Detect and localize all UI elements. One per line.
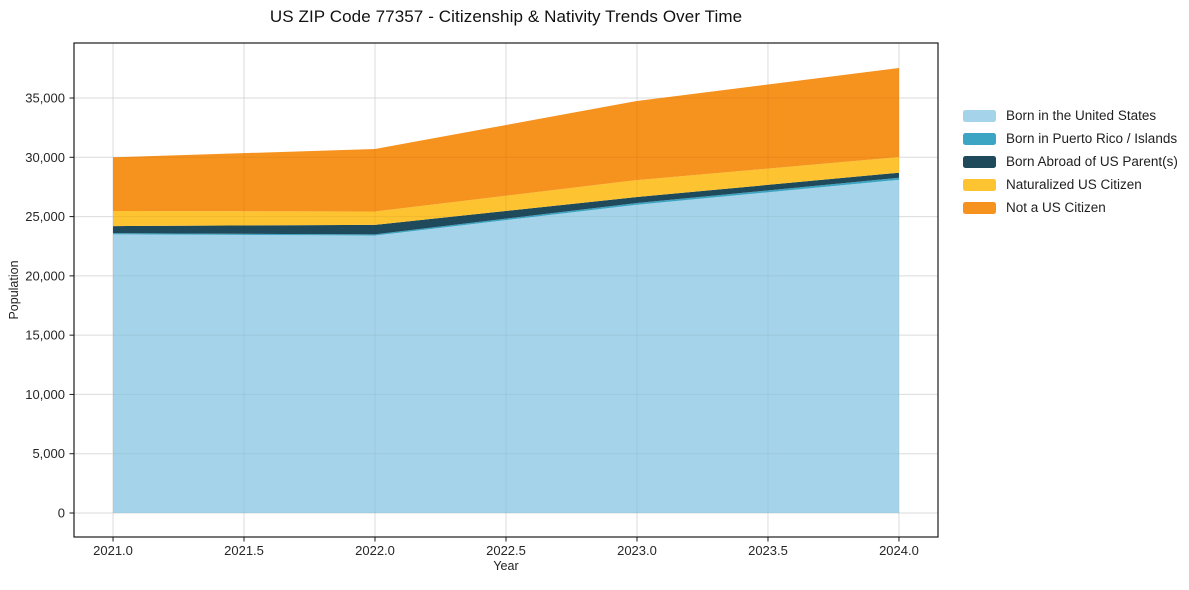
legend-label: Born in Puerto Rico / Islands [1006, 131, 1178, 146]
legend-item-born-abroad: Born Abroad of US Parent(s) [963, 150, 1178, 173]
x-axis-label: Year [493, 559, 519, 573]
chart-title: US ZIP Code 77357 - Citizenship & Nativi… [269, 7, 743, 26]
x-tick-label: 2023.5 [748, 543, 788, 558]
legend: Born in the United States Born in Puerto… [963, 104, 1178, 219]
legend-swatch-born-us [963, 109, 996, 122]
x-tick-label: 2022.5 [486, 543, 526, 558]
y-tick-label: 15,000 [25, 328, 65, 343]
legend-label: Not a US Citizen [1006, 200, 1106, 215]
tick-labels: 2021.0 2021.5 2022.0 2022.5 2023.0 2023.5 2024… [25, 91, 919, 558]
y-tick-label: 20,000 [25, 268, 65, 283]
y-tick-label: 0 [58, 506, 65, 521]
legend-label: Naturalized US Citizen [1006, 177, 1142, 192]
area-2 [113, 172, 899, 235]
legend-label: Born Abroad of US Parent(s) [1006, 154, 1178, 169]
legend-item-born-us: Born in the United States [963, 104, 1178, 127]
axis-ticks [69, 97, 900, 542]
y-tick-label: 25,000 [25, 209, 65, 224]
x-tick-label: 2022.0 [355, 543, 395, 558]
area-4 [113, 68, 899, 212]
area-series [113, 68, 899, 514]
x-tick-label: 2024.0 [879, 543, 919, 558]
legend-item-not-citizen: Not a US Citizen [963, 196, 1178, 219]
area-3 [113, 157, 899, 227]
legend-swatch-born-abroad [963, 155, 996, 168]
x-tick-label: 2021.5 [224, 543, 264, 558]
legend-swatch-naturalized [963, 178, 996, 191]
y-tick-label: 30,000 [25, 150, 65, 165]
gridlines-overlay [74, 43, 938, 537]
legend-item-puerto-rico: Born in Puerto Rico / Islands [963, 127, 1178, 150]
legend-item-naturalized: Naturalized US Citizen [963, 173, 1178, 196]
legend-swatch-not-citizen [963, 201, 996, 214]
x-tick-label: 2021.0 [93, 543, 133, 558]
y-tick-label: 5,000 [32, 446, 65, 461]
y-tick-label: 10,000 [25, 387, 65, 402]
legend-label: Born in the United States [1006, 108, 1157, 123]
y-tick-label: 35,000 [25, 91, 65, 106]
area-0 [113, 179, 899, 514]
legend-swatch-puerto-rico [963, 132, 996, 145]
x-tick-label: 2023.0 [617, 543, 657, 558]
y-axis-label: Population [7, 260, 21, 320]
